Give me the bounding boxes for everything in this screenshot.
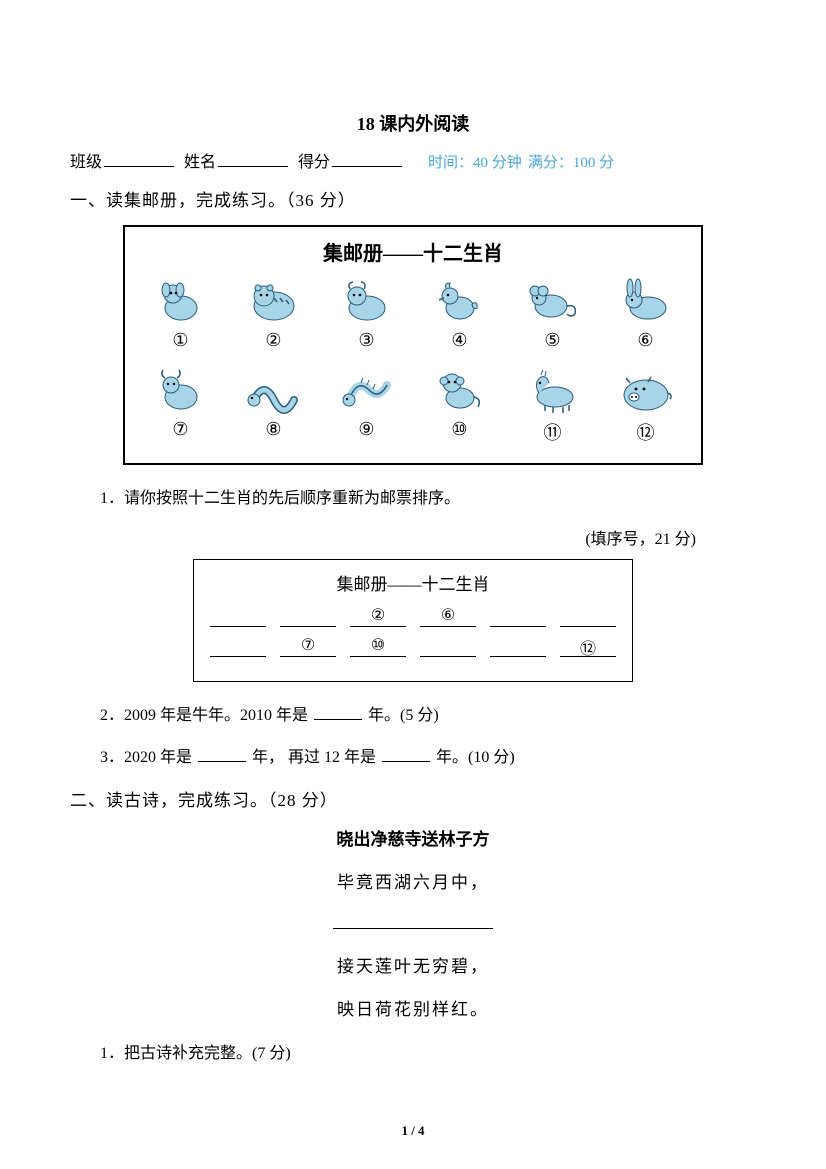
answer-box-title: 集邮册——十二生肖	[210, 570, 616, 595]
q3-blank-2[interactable]	[382, 744, 430, 762]
zodiac-number: ④	[418, 330, 501, 351]
class-label: 班级	[70, 148, 102, 172]
zodiac-cell-goat: ⑦	[139, 365, 222, 445]
zodiac-cell-horse: ⑪	[511, 365, 594, 445]
zodiac-number: ②	[232, 330, 315, 351]
zodiac-cell-ox: ③	[325, 276, 408, 351]
answer-slot[interactable]	[210, 605, 266, 627]
zodiac-number: ③	[325, 330, 408, 351]
zodiac-grid: ①②③④⑤⑥ ⑦⑧⑨⑩⑪⑫	[139, 276, 687, 445]
q1-note: (填序号，21 分)	[70, 525, 696, 549]
zodiac-cell-tiger: ②	[232, 276, 315, 351]
name-blank[interactable]	[218, 149, 288, 167]
poem-line	[70, 911, 756, 934]
zodiac-cell-rabbit: ⑥	[604, 276, 687, 351]
zodiac-cell-pig: ⑫	[604, 365, 687, 445]
header-line: 班级 姓名 得分 时间：40 分钟 满分：100 分	[70, 148, 756, 172]
answer-slot[interactable]: ⑥	[420, 605, 476, 627]
answer-slot[interactable]	[210, 635, 266, 657]
pig-icon	[616, 365, 676, 415]
poem-blank[interactable]	[333, 911, 493, 929]
q2-blank[interactable]	[314, 702, 362, 720]
score-label: 得分	[298, 148, 330, 172]
snake-icon	[244, 365, 304, 415]
page-footer: 1 / 4	[0, 1123, 826, 1139]
zodiac-number: ⑩	[418, 419, 501, 440]
dragon-icon	[337, 365, 397, 415]
score-blank[interactable]	[332, 149, 402, 167]
zodiac-number: ⑨	[325, 419, 408, 440]
q3-blank-1[interactable]	[198, 744, 246, 762]
goat-icon	[151, 365, 211, 415]
answer-slot[interactable]: ⑫	[560, 635, 616, 657]
q3-b: 年， 再过 12 年是	[252, 749, 376, 766]
stamp-album-title: 集邮册——十二生肖	[139, 237, 687, 266]
answer-row-2: ⑦⑩ ⑫	[210, 635, 616, 657]
poem-line: 接天莲叶无穷碧，	[70, 952, 756, 977]
zodiac-number: ⑧	[232, 419, 315, 440]
meta-full: 满分：100 分	[528, 151, 614, 172]
poem-lines: 毕竟西湖六月中， 接天莲叶无穷碧， 映日荷花别样红。	[70, 868, 756, 1020]
zodiac-number: ⑦	[139, 419, 222, 440]
monkey-icon	[430, 365, 490, 415]
stamp-album-box: 集邮册——十二生肖 ①②③④⑤⑥ ⑦⑧⑨⑩⑪⑫	[123, 225, 703, 465]
q2-post: 年。(5 分)	[368, 707, 439, 724]
rat-icon	[523, 276, 583, 326]
zodiac-cell-dog: ①	[139, 276, 222, 351]
section1-heading: 一、读集邮册，完成练习。（36 分）	[70, 186, 756, 211]
name-label: 姓名	[184, 148, 216, 172]
q2-line: 2．2009 年是牛年。2010 年是 年。(5 分)	[100, 700, 756, 732]
s2-q1: 1．把古诗补充完整。(7 分)	[100, 1038, 756, 1070]
answer-slot[interactable]	[560, 605, 616, 627]
horse-icon	[523, 365, 583, 415]
zodiac-cell-rooster: ④	[418, 276, 501, 351]
zodiac-number: ⑥	[604, 330, 687, 351]
zodiac-cell-rat: ⑤	[511, 276, 594, 351]
meta-time: 时间：40 分钟	[428, 151, 522, 172]
answer-slot[interactable]	[420, 635, 476, 657]
zodiac-number: ⑤	[511, 330, 594, 351]
answer-row-1: ②⑥	[210, 605, 616, 627]
q2-pre: 2．2009 年是牛年。2010 年是	[100, 707, 308, 724]
answer-slot[interactable]	[280, 605, 336, 627]
answer-slot[interactable]: ②	[350, 605, 406, 627]
q3-c: 年。(10 分)	[436, 749, 515, 766]
rabbit-icon	[616, 276, 676, 326]
rooster-icon	[430, 276, 490, 326]
ox-icon	[337, 276, 397, 326]
poem-title: 晓出净慈寺送林子方	[70, 825, 756, 850]
tiger-icon	[244, 276, 304, 326]
zodiac-cell-dragon: ⑨	[325, 365, 408, 445]
zodiac-number: ⑪	[511, 419, 594, 445]
answer-slot[interactable]: ⑩	[350, 635, 406, 657]
answer-slot[interactable]	[490, 635, 546, 657]
poem-line: 映日荷花别样红。	[70, 995, 756, 1020]
zodiac-number: ①	[139, 330, 222, 351]
q1-text: 1．请你按照十二生肖的先后顺序重新为邮票排序。	[100, 483, 756, 515]
dog-icon	[151, 276, 211, 326]
zodiac-cell-snake: ⑧	[232, 365, 315, 445]
q3-line: 3．2020 年是 年， 再过 12 年是 年。(10 分)	[100, 742, 756, 774]
poem-line: 毕竟西湖六月中，	[70, 868, 756, 893]
q3-a: 3．2020 年是	[100, 749, 192, 766]
answer-slot[interactable]: ⑦	[280, 635, 336, 657]
zodiac-number: ⑫	[604, 419, 687, 445]
answer-box: 集邮册——十二生肖 ②⑥ ⑦⑩ ⑫	[193, 559, 633, 682]
class-blank[interactable]	[104, 149, 174, 167]
page-title: 18 课内外阅读	[70, 110, 756, 136]
zodiac-cell-monkey: ⑩	[418, 365, 501, 445]
section2-heading: 二、读古诗，完成练习。（28 分）	[70, 786, 756, 811]
answer-slot[interactable]	[490, 605, 546, 627]
